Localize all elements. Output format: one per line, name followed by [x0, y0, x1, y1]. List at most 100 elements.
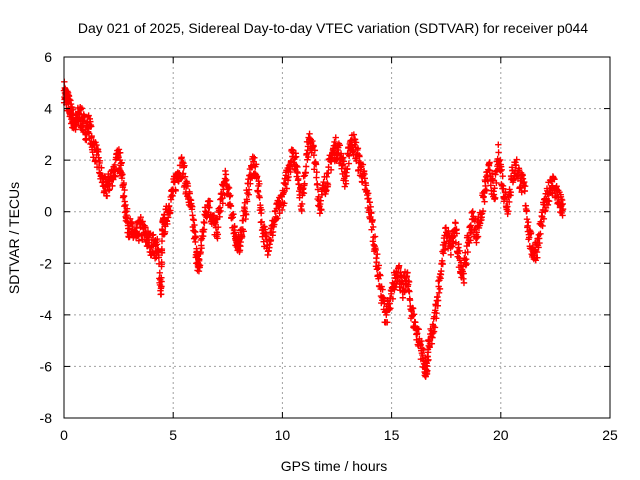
data-point: [268, 229, 275, 236]
data-point-fill: [88, 132, 95, 140]
data-point-fill: [237, 238, 244, 246]
data-point: [534, 242, 542, 249]
x-tick-label: 25: [602, 427, 618, 443]
data-point-fill: [301, 180, 308, 187]
data-point: [89, 141, 96, 148]
data-point: [373, 254, 380, 262]
axes: [63, 56, 611, 419]
data-point: [325, 169, 332, 177]
data-point: [255, 182, 262, 190]
data-point-fill: [439, 260, 446, 268]
data-point-fill: [115, 146, 123, 153]
data-point: [329, 149, 336, 156]
data-point-fill: [287, 168, 294, 176]
data-point: [477, 211, 485, 218]
data-point: [154, 247, 162, 254]
data-point-fill: [489, 177, 497, 185]
data-point: [259, 226, 266, 233]
data-point-fill: [98, 164, 105, 171]
data-point: [79, 118, 86, 125]
data-point-fill: [341, 183, 348, 190]
data-point: [178, 162, 186, 169]
data-point-fill: [245, 186, 253, 193]
data-point: [342, 177, 349, 184]
data-point-fill: [468, 209, 475, 217]
data-point-fill: [491, 194, 499, 201]
data-point: [128, 229, 135, 236]
data-point-fill: [393, 270, 401, 278]
data-point-fill: [146, 244, 154, 251]
data-point-fill: [527, 229, 535, 237]
data-points: [60, 78, 567, 380]
data-point-fill: [285, 173, 292, 181]
data-point: [204, 198, 212, 205]
data-point: [213, 229, 221, 236]
data-point: [311, 159, 319, 166]
data-point: [556, 200, 563, 208]
data-point-fill: [374, 250, 381, 258]
data-point-fill: [345, 152, 353, 159]
data-point-fill: [217, 207, 224, 215]
y-tick-label: 6: [44, 49, 52, 65]
data-point: [434, 293, 441, 301]
data-point-fill: [240, 228, 247, 235]
data-point: [364, 195, 371, 203]
data-point-fill: [339, 161, 347, 168]
data-point-fill: [359, 179, 366, 186]
data-point: [517, 177, 524, 184]
data-point: [67, 107, 74, 115]
data-point-fill: [276, 209, 283, 217]
data-point-fill: [298, 207, 305, 215]
data-point-fill: [155, 254, 163, 261]
data-point: [200, 218, 207, 226]
data-point-fill: [313, 174, 320, 181]
data-point: [416, 340, 424, 347]
data-point-fill: [109, 182, 116, 190]
data-point-fill: [389, 295, 397, 302]
data-point-fill: [455, 241, 462, 248]
data-point: [237, 231, 245, 239]
data-point-fill: [120, 179, 128, 187]
data-point: [106, 177, 114, 184]
data-point: [298, 200, 306, 208]
data-point-fill: [558, 196, 565, 203]
data-point-fill: [314, 186, 322, 193]
data-point-fill: [103, 192, 111, 200]
data-point: [473, 229, 480, 236]
data-point-fill: [154, 235, 161, 243]
x-tick-label: 15: [384, 427, 400, 443]
data-point-fill: [356, 153, 363, 160]
data-point: [464, 239, 472, 246]
data-point: [132, 234, 140, 241]
data-point-fill: [420, 346, 427, 354]
data-point-fill: [302, 169, 309, 177]
data-point-fill: [123, 205, 131, 212]
data-point: [120, 193, 128, 200]
data-point-fill: [399, 294, 407, 301]
data-point-fill: [332, 134, 339, 141]
data-point: [460, 270, 467, 277]
data-point-fill: [195, 268, 203, 275]
data-point-fill: [311, 147, 319, 154]
data-point: [386, 306, 393, 313]
data-point-fill: [78, 105, 86, 112]
y-tick-label: -8: [40, 410, 53, 426]
data-point-fill: [247, 180, 254, 187]
data-point: [124, 218, 131, 226]
data-point-fill: [186, 190, 193, 197]
data-point-fill: [340, 158, 348, 165]
data-point-fill: [171, 179, 178, 186]
data-point: [115, 154, 122, 161]
x-tick-label: 5: [169, 427, 177, 443]
data-point-fill: [438, 267, 445, 275]
data-point-fill: [513, 156, 520, 163]
data-point-fill: [551, 176, 558, 183]
y-tick-label: -2: [40, 255, 53, 271]
data-point: [246, 172, 253, 179]
data-point-fill: [167, 196, 175, 203]
data-point-fill: [324, 181, 332, 188]
data-point-fill: [293, 162, 300, 169]
data-point-fill: [525, 218, 532, 226]
data-point-fill: [387, 305, 394, 312]
data-point: [231, 223, 238, 231]
